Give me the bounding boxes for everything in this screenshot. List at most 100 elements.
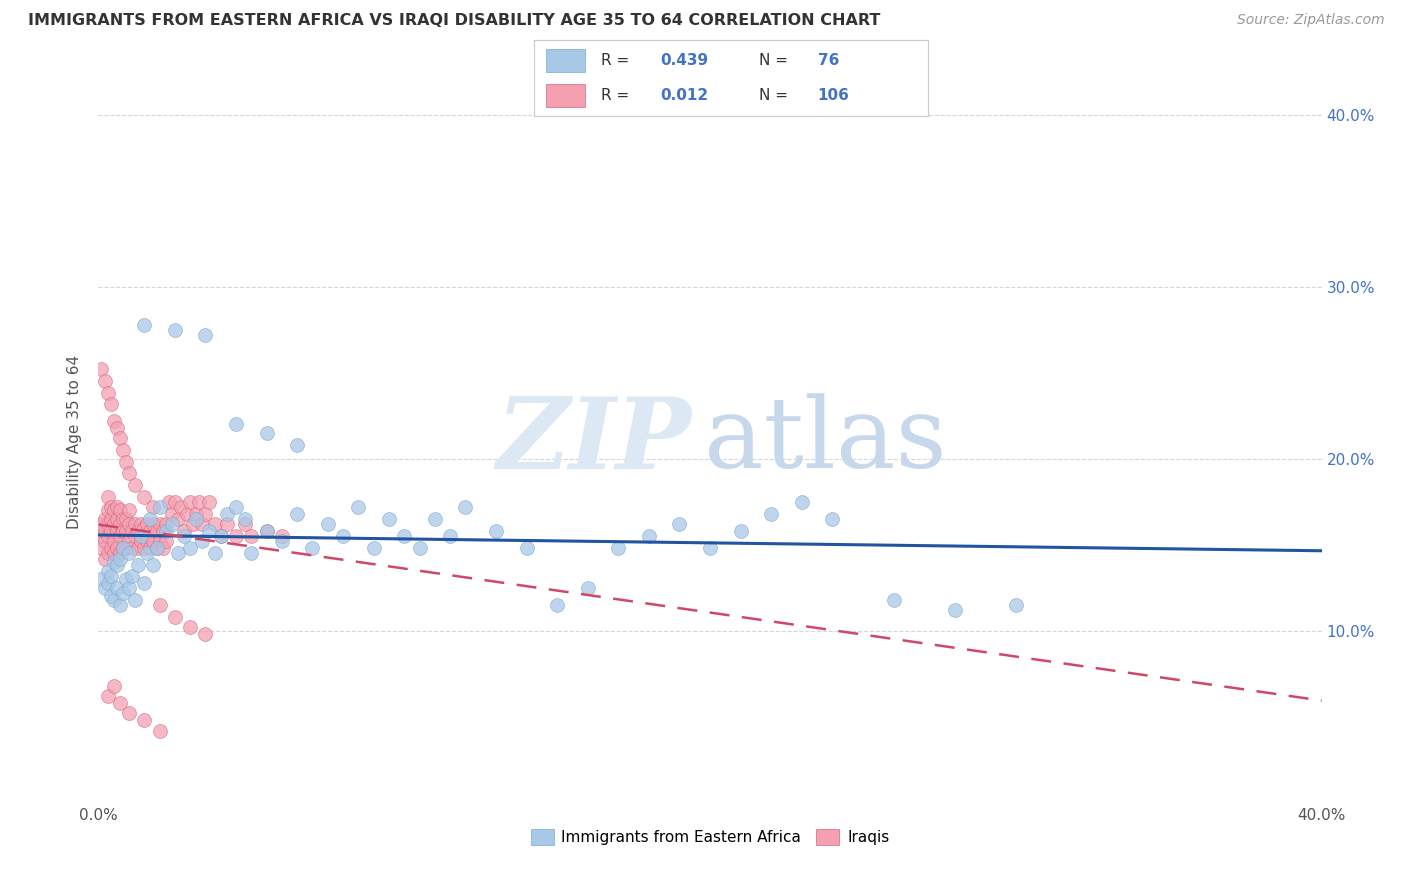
Point bbox=[155, 534, 177, 549]
Point bbox=[108, 696, 131, 710]
Point bbox=[100, 590, 122, 604]
Point bbox=[105, 581, 128, 595]
Point bbox=[108, 517, 131, 532]
Point bbox=[105, 421, 128, 435]
Point bbox=[285, 438, 308, 452]
Text: N =: N = bbox=[759, 54, 793, 68]
Point bbox=[100, 568, 122, 582]
Point bbox=[790, 494, 813, 508]
Point bbox=[108, 529, 131, 543]
Text: N =: N = bbox=[759, 88, 793, 103]
Legend: Immigrants from Eastern Africa, Iraqis: Immigrants from Eastern Africa, Iraqis bbox=[523, 822, 897, 853]
Point bbox=[157, 494, 180, 508]
Point bbox=[181, 517, 204, 532]
Point bbox=[127, 524, 149, 538]
Text: R =: R = bbox=[602, 88, 634, 103]
Point bbox=[115, 524, 138, 538]
Point bbox=[97, 503, 120, 517]
Point bbox=[103, 414, 125, 428]
Point bbox=[93, 551, 115, 566]
Text: R =: R = bbox=[602, 54, 634, 68]
Point bbox=[124, 529, 146, 543]
Point bbox=[215, 517, 238, 532]
Point bbox=[160, 517, 183, 532]
Point bbox=[197, 494, 219, 508]
Point bbox=[105, 500, 128, 514]
Point bbox=[127, 541, 149, 556]
Point bbox=[134, 520, 156, 534]
Point bbox=[118, 706, 141, 721]
Point bbox=[97, 564, 120, 578]
Point bbox=[392, 529, 416, 543]
Point bbox=[316, 517, 339, 532]
Point bbox=[103, 546, 125, 560]
Point bbox=[90, 517, 112, 532]
Point bbox=[100, 500, 122, 514]
Point bbox=[142, 500, 165, 514]
Point bbox=[516, 541, 538, 556]
Point bbox=[145, 524, 167, 538]
Point bbox=[225, 529, 247, 543]
Point bbox=[194, 507, 217, 521]
Text: 76: 76 bbox=[818, 54, 839, 68]
Point bbox=[149, 534, 172, 549]
Point bbox=[134, 318, 156, 332]
Point bbox=[233, 517, 256, 532]
Point bbox=[134, 575, 156, 590]
Point bbox=[173, 524, 195, 538]
Point bbox=[170, 500, 193, 514]
Point bbox=[111, 541, 134, 556]
Point bbox=[93, 375, 115, 389]
Point bbox=[97, 490, 120, 504]
Point bbox=[111, 586, 134, 600]
Point bbox=[124, 517, 146, 532]
Point bbox=[576, 581, 599, 595]
Point bbox=[105, 558, 128, 573]
Point bbox=[149, 500, 172, 514]
Point bbox=[225, 500, 247, 514]
Text: ZIP: ZIP bbox=[496, 393, 692, 490]
Point bbox=[97, 517, 120, 532]
Point bbox=[136, 534, 159, 549]
Point bbox=[163, 610, 186, 624]
Point bbox=[225, 417, 247, 432]
Point bbox=[118, 534, 141, 549]
Point bbox=[179, 494, 201, 508]
Point bbox=[129, 517, 152, 532]
Text: atlas: atlas bbox=[704, 393, 946, 490]
Point bbox=[134, 541, 156, 556]
Point bbox=[439, 529, 461, 543]
Point bbox=[209, 529, 232, 543]
Point bbox=[93, 524, 115, 538]
Point bbox=[607, 541, 630, 556]
Text: 0.439: 0.439 bbox=[661, 54, 709, 68]
Point bbox=[103, 517, 125, 532]
Point bbox=[111, 512, 134, 526]
Point bbox=[103, 503, 125, 517]
Point bbox=[637, 529, 661, 543]
Point bbox=[270, 529, 292, 543]
Point bbox=[108, 546, 131, 560]
Point bbox=[90, 362, 112, 376]
Point bbox=[115, 572, 138, 586]
Point bbox=[149, 723, 172, 738]
Point bbox=[103, 555, 125, 569]
Point bbox=[155, 524, 177, 538]
Point bbox=[191, 517, 214, 532]
Text: IMMIGRANTS FROM EASTERN AFRICA VS IRAQI DISABILITY AGE 35 TO 64 CORRELATION CHAR: IMMIGRANTS FROM EASTERN AFRICA VS IRAQI … bbox=[28, 13, 880, 29]
Point bbox=[93, 512, 115, 526]
Text: Source: ZipAtlas.com: Source: ZipAtlas.com bbox=[1237, 13, 1385, 28]
Point bbox=[285, 507, 308, 521]
Point bbox=[145, 541, 167, 556]
Point bbox=[93, 534, 115, 549]
Point bbox=[204, 517, 226, 532]
Point bbox=[301, 541, 323, 556]
Point bbox=[111, 524, 134, 538]
Point bbox=[121, 524, 143, 538]
Point bbox=[233, 512, 256, 526]
Point bbox=[108, 551, 131, 566]
Point bbox=[240, 546, 263, 560]
Point bbox=[363, 541, 385, 556]
Point bbox=[152, 541, 174, 556]
Point bbox=[124, 592, 146, 607]
